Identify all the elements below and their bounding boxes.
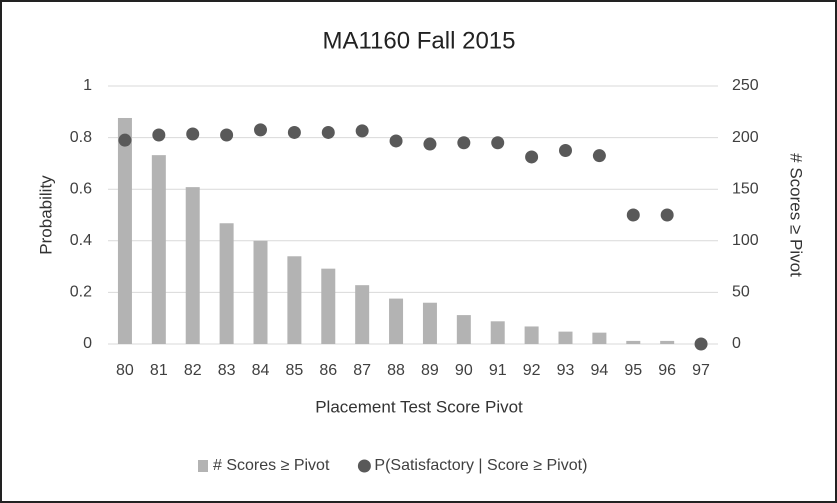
point [321,125,335,139]
bar [490,321,505,344]
x-tick-label: 80 [116,362,134,379]
bar [660,340,675,344]
x-tick-label: 87 [353,362,371,379]
y-tick-label: 0.6 [70,180,92,197]
x-axis-title: Placement Test Score Pivot [315,397,523,416]
x-tick-label: 96 [658,362,676,379]
bar [117,117,132,344]
y2-tick-label: 250 [732,77,759,94]
x-tick-label: 85 [285,362,303,379]
y2-tick-label: 100 [732,232,759,249]
point [457,136,471,150]
x-tick-label: 95 [624,362,642,379]
bar [253,240,268,344]
bar [151,155,166,344]
legend-label: P(Satisfactory | Score ≥ Pivot) [374,457,587,474]
legend-label: # Scores ≥ Pivot [213,457,330,474]
point [660,208,674,222]
x-tick-label: 97 [692,362,710,379]
y2-tick-label: 200 [732,129,759,146]
legend-swatch [198,460,208,472]
y2-tick-label: 0 [732,335,741,352]
point [525,150,539,164]
x-tick-label: 94 [590,362,608,379]
x-tick-label: 83 [218,362,236,379]
point [118,133,132,147]
y2-tick-label: 150 [732,180,759,197]
y-axis-title: Probability [36,175,55,255]
x-tick-label: 81 [150,362,168,379]
y2-axis-title: # Scores ≥ Pivot [787,153,806,277]
point [423,137,437,151]
point [186,127,200,141]
y-tick-label: 0.2 [70,284,92,301]
bar [626,340,641,344]
point [626,208,640,222]
x-tick-label: 84 [252,362,270,379]
x-tick-label: 89 [421,362,439,379]
bar [558,331,573,344]
x-tick-label: 86 [319,362,337,379]
y-tick-label: 0.8 [70,129,92,146]
bar [355,285,370,344]
x-tick-label: 93 [557,362,575,379]
bar [422,302,437,344]
x-tick-label: 91 [489,362,507,379]
point [559,144,572,157]
bar [321,268,336,344]
point [694,337,708,351]
bar [287,256,302,344]
x-tick-label: 90 [455,362,473,379]
chart-title: MA1160 Fall 2015 [322,27,515,54]
y2-tick-label: 50 [732,284,750,301]
bar [524,326,539,344]
point [254,123,267,137]
point [389,134,403,148]
y-tick-label: 0.4 [70,232,92,249]
y-tick-label: 0 [83,335,92,352]
point [220,128,234,142]
point [592,149,606,163]
bar [389,298,404,344]
bar [456,315,471,344]
point [355,124,369,138]
bar [592,332,607,344]
x-tick-label: 82 [184,362,202,379]
point [152,128,166,142]
x-tick-label: 88 [387,362,405,379]
legend-swatch [357,459,371,473]
point [287,125,301,139]
point [491,136,505,150]
bar [219,223,234,344]
bar [185,187,200,344]
x-tick-label: 92 [523,362,541,379]
y-tick-label: 1 [83,77,92,94]
